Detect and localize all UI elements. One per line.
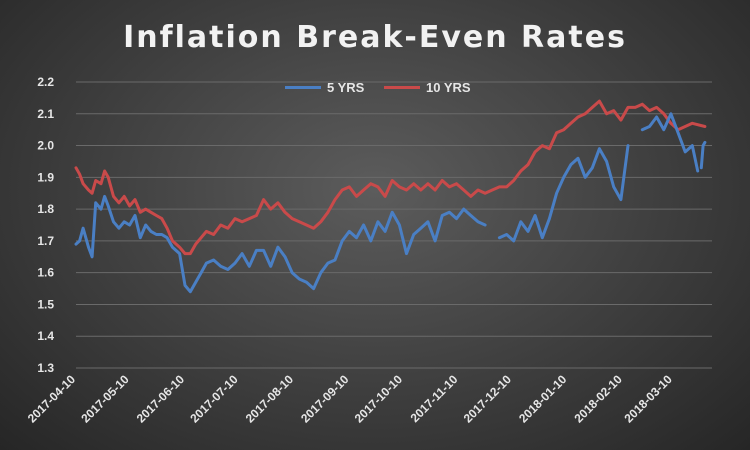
y-tick-label-2.2: 2.2 (37, 75, 54, 89)
y-tick-label-1.9: 1.9 (37, 170, 54, 184)
x-tick-label-2018-01-10: 2018-01-10 (516, 372, 570, 426)
series-line-10yrs-seg0 (74, 99, 707, 256)
series-line-5yrs-seg1 (497, 144, 630, 243)
y-tick-label-1.8: 1.8 (37, 202, 54, 216)
legend-swatch-10yrs (384, 86, 420, 89)
series-line-5yrs-seg2 (640, 112, 700, 173)
x-tick-label-2017-07-10: 2017-07-10 (187, 372, 241, 426)
x-tick-label-2017-10-10: 2017-10-10 (352, 372, 406, 426)
chart-title: Inflation Break-Even Rates (123, 20, 627, 55)
x-tick-label-2017-06-10: 2017-06-10 (134, 372, 188, 426)
x-tick-label-2017-12-10: 2017-12-10 (461, 372, 515, 426)
series-line-5yrs-seg0 (74, 194, 487, 294)
y-tick-label-1.3: 1.3 (37, 361, 54, 375)
y-tick-label-1.4: 1.4 (37, 329, 54, 343)
y-tick-label-1.5: 1.5 (37, 297, 54, 311)
y-tick-label-2.0: 2.0 (37, 139, 54, 153)
legend-item-5yrs: 5 YRS (285, 80, 364, 95)
x-tick-label-2017-04-10: 2017-04-10 (25, 372, 79, 426)
legend-item-10yrs: 10 YRS (384, 80, 471, 95)
x-tick-label-2017-11-10: 2017-11-10 (408, 372, 461, 425)
y-tick-label-1.6: 1.6 (37, 266, 54, 280)
x-tick-label-2017-09-10: 2017-09-10 (298, 372, 352, 426)
legend-swatch-5yrs (285, 86, 321, 89)
y-tick-label-2.1: 2.1 (37, 107, 54, 121)
series-line-5yrs-tail-seg0 (699, 140, 707, 170)
x-tick-label-2017-05-10: 2017-05-10 (78, 372, 132, 426)
legend-label-5yrs: 5 YRS (327, 80, 365, 95)
legend-label-10yrs: 10 YRS (426, 80, 471, 95)
x-tick-label-2018-02-10: 2018-02-10 (571, 372, 625, 426)
x-tick-label-2017-08-10: 2017-08-10 (243, 372, 297, 426)
x-tick-label-2018-03-10: 2018-03-10 (622, 372, 676, 426)
y-tick-label-1.7: 1.7 (37, 234, 54, 248)
